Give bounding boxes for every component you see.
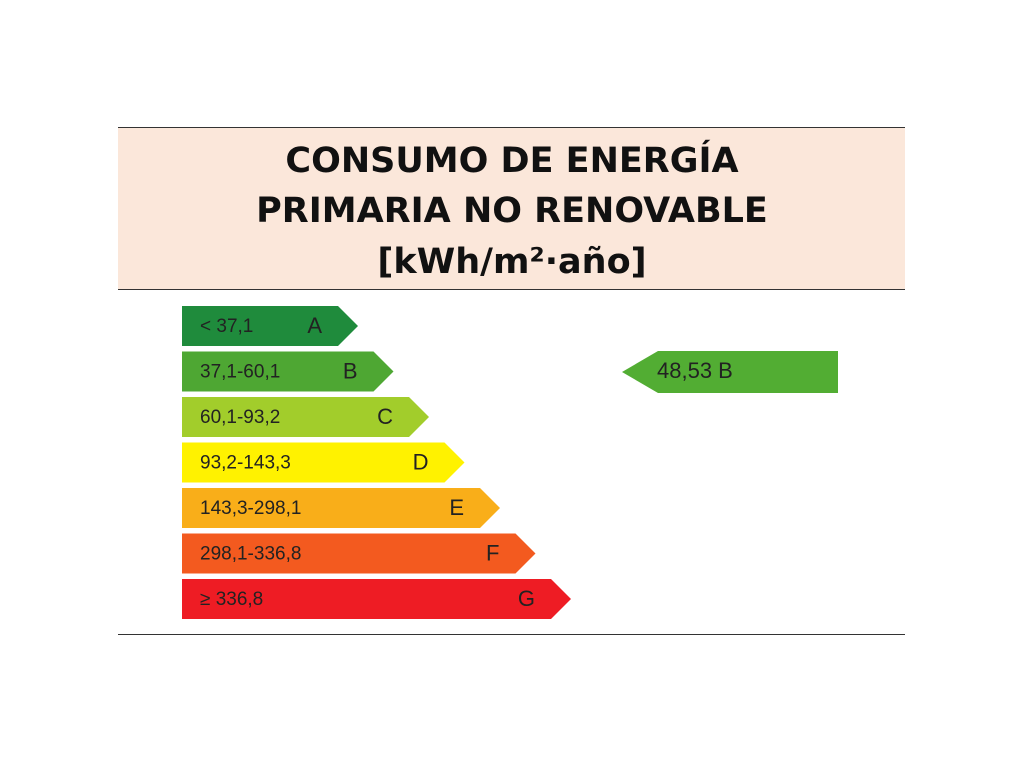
band-arrow xyxy=(182,306,358,346)
band-range: 298,1-336,8 xyxy=(200,544,301,565)
title-line: PRIMARIA NO RENOVABLE xyxy=(256,191,768,231)
band-arrow xyxy=(182,351,394,392)
rating-arrow xyxy=(622,351,838,393)
title-line: CONSUMO DE ENERGÍA xyxy=(285,139,738,181)
band-arrow xyxy=(182,397,429,437)
band-arrow xyxy=(182,488,500,528)
band-range: 93,2-143,3 xyxy=(200,453,291,474)
band-letter: D xyxy=(413,449,429,474)
rating-label: 48,53 B xyxy=(657,358,733,383)
band-range: ≥ 336,8 xyxy=(200,589,263,610)
band-letter: B xyxy=(343,358,358,383)
band-letter: C xyxy=(377,404,393,429)
band-arrow xyxy=(182,533,536,574)
band-letter: G xyxy=(518,586,535,611)
band-letter: F xyxy=(486,540,499,565)
title-line: [kWh/m²·año] xyxy=(377,242,646,282)
band-range: 60,1-93,2 xyxy=(200,407,280,428)
band-arrow xyxy=(182,442,465,483)
band-range: 143,3-298,1 xyxy=(200,498,301,519)
band-arrow xyxy=(182,579,571,619)
band-range: < 37,1 xyxy=(200,316,253,337)
header-box xyxy=(118,127,905,289)
content: CONSUMO DE ENERGÍA PRIMARIA NO RENOVABLE [… xyxy=(182,139,838,619)
band-letter: A xyxy=(307,313,322,338)
band-range: 37,1-60,1 xyxy=(200,362,280,383)
band-letter: E xyxy=(449,495,464,520)
